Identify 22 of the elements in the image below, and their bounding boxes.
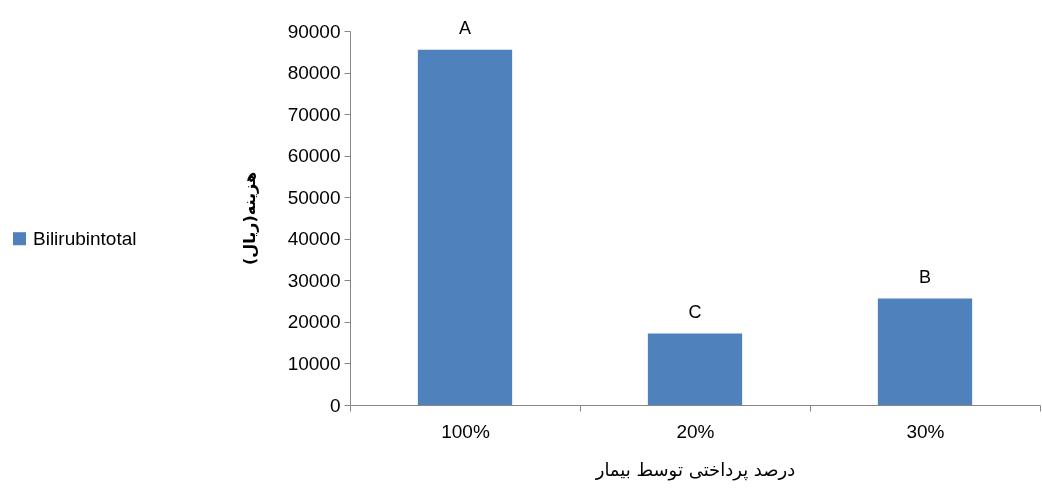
y-tick-label: 80000	[287, 62, 341, 84]
x-tick-label: 20%	[676, 420, 715, 442]
y-tick-label: 10000	[287, 352, 341, 374]
y-tick-label: 30000	[287, 269, 341, 291]
y-tick-label: 0	[329, 394, 341, 416]
x-tick-label: 30%	[906, 420, 945, 442]
y-tick-label: 50000	[287, 186, 341, 208]
bar	[417, 49, 513, 405]
bar	[647, 333, 743, 405]
bar	[877, 298, 973, 405]
annotation: B	[918, 266, 932, 287]
legend-label: Bilirubintotal	[33, 227, 137, 249]
x-axis-title: درصد پرداختی توسط بیمار	[594, 458, 796, 481]
y-tick-label: 20000	[287, 311, 341, 333]
y-axis-title: هزینه(ریال)	[239, 171, 259, 266]
annotation: C	[688, 301, 702, 322]
annotation: A	[458, 17, 472, 38]
x-tick-label: 100%	[441, 420, 490, 442]
y-tick-label: 40000	[287, 228, 341, 250]
y-tick-label: 60000	[287, 145, 341, 167]
y-tick-label: 90000	[287, 20, 341, 42]
y-tick-label: 70000	[287, 103, 341, 125]
